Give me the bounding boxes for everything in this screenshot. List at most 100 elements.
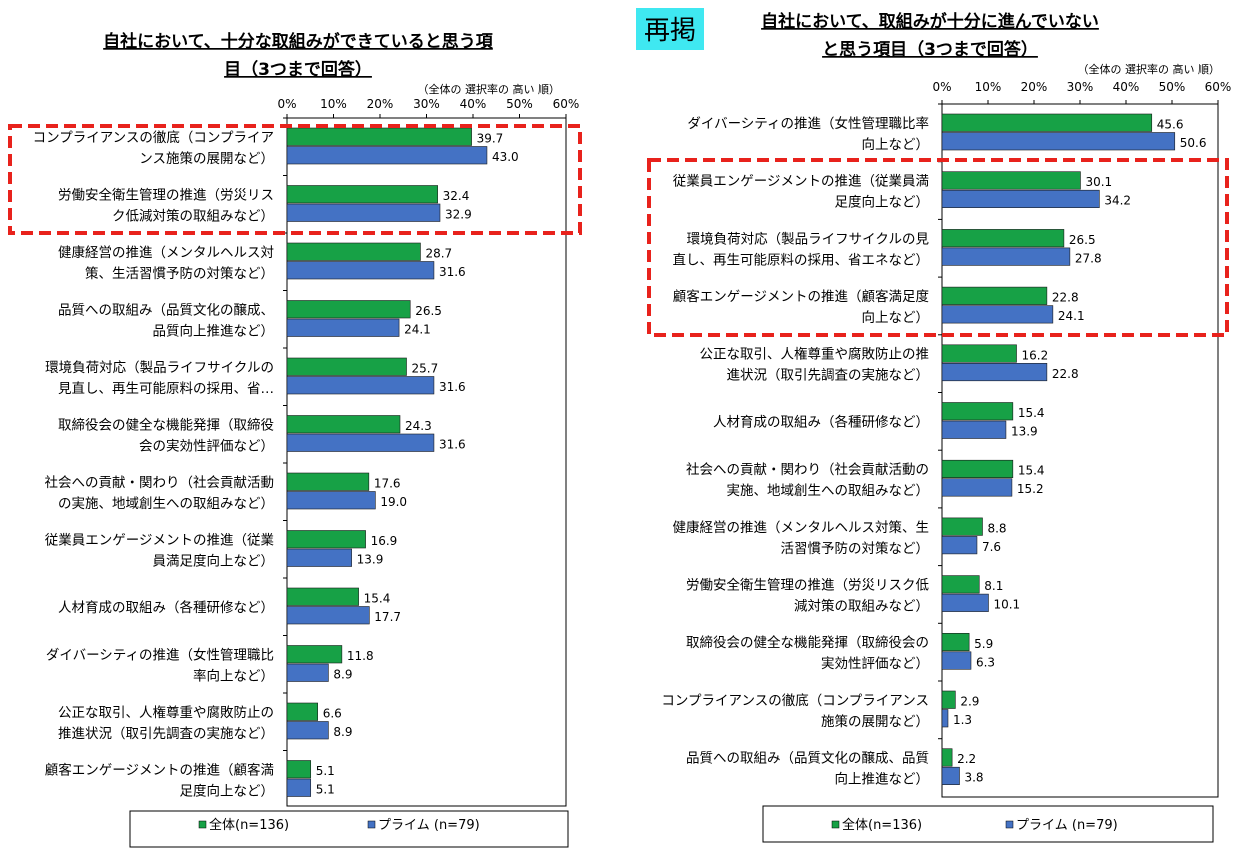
category-label: 向上など） [862,137,930,153]
bar-prime [286,318,400,337]
bar-prime [941,420,1007,439]
legend-swatch-prime [1005,820,1014,829]
legend-label-all: 全体(n=136) [842,817,922,833]
bar-prime [941,189,1100,208]
category-label: 健康経営の推進（メンタルヘルス対 [58,244,274,261]
category-label: 公正な取引、人権尊重や腐敗防止の推 [700,346,930,363]
bar-prime [941,132,1176,151]
data-label-prime: 8.9 [333,725,352,739]
bar-prime [286,721,329,740]
data-label-all: 45.6 [1157,118,1184,132]
bar-prime [286,548,352,567]
category-label: コンプライアンスの徹底（コンプライア [33,130,274,146]
chart-title-line2: 目（3つまで回答） [224,59,372,80]
legend-swatch-prime [367,820,376,829]
bar-all [286,702,318,721]
x-tick-label: 0% [932,80,951,94]
repost-badge-bg [636,8,704,50]
data-label-prime: 31.6 [439,380,466,394]
category-label: 足度向上など） [835,195,930,211]
data-label-all: 2.9 [960,695,979,709]
x-tick-label: 30% [413,97,440,111]
data-label-prime: 43.0 [492,150,519,164]
bar-all [286,760,312,779]
category-label: 従業員エンゲージメントの推進（従業 [45,532,275,548]
bar-all [941,517,983,536]
chart-title-line1: 自社において、十分な取組みができていると思う項 [103,31,494,52]
data-label-all: 22.8 [1052,291,1079,305]
category-label: 労働安全衛生管理の推進（労災リスク低 [686,576,929,593]
bar-prime [941,362,1048,382]
data-label-all: 16.9 [371,534,398,548]
x-tick-label: 0% [277,97,296,111]
bar-all [941,171,1081,190]
bar-all [941,748,953,767]
data-label-all: 30.1 [1085,175,1112,189]
bar-all [941,286,1048,305]
data-label-all: 2.2 [957,752,976,766]
bar-all [941,690,956,709]
category-label: 取締役会の健全な機能発揮（取締役 [58,416,274,433]
x-tick-label: 10% [975,80,1002,94]
category-label: 顧客エンゲージメントの推進（顧客満 [45,761,274,778]
bar-all [286,127,472,146]
category-label: 進状況（取引先調査の実施など） [727,368,930,384]
category-label: 率向上など） [193,667,274,684]
data-label-all: 8.8 [987,521,1006,535]
data-label-prime: 34.2 [1104,194,1131,208]
data-label-prime: 27.8 [1075,251,1102,265]
bar-prime [286,146,488,165]
bar-all [286,472,370,491]
category-label: 策、生活習慣予防の対策など） [85,265,274,282]
bar-prime [941,305,1054,324]
x-tick-label: 40% [460,97,487,111]
bar-all [286,645,343,664]
data-label-all: 26.5 [1069,233,1096,247]
bar-prime [941,536,978,555]
category-label: 見直し、再生可能原料の採用、省… [58,381,274,397]
highlight-box [8,124,582,235]
x-tick-label: 10% [320,97,347,111]
data-label-all: 28.7 [425,247,452,261]
data-label-prime: 1.3 [953,713,972,727]
category-label: 施策の展開など） [821,713,929,730]
bar-all [286,300,411,319]
data-label-prime: 6.3 [976,655,995,669]
data-label-prime: 13.9 [357,553,384,567]
category-label: 足度向上など） [180,783,275,799]
category-label: ク低減対策の取組みなど） [112,207,274,224]
category-label: 直し、再生可能原料の採用、省エネなど） [673,252,930,268]
data-label-prime: 24.1 [1058,309,1085,323]
category-label: コンプライアンスの徹底（コンプライアンス [661,693,929,709]
category-label: 従業員エンゲージメントの推進（従業員満 [673,174,929,190]
category-label: の実施、地域創生への取組みなど） [58,496,274,512]
data-label-prime: 7.6 [982,540,1001,554]
bar-all [941,575,980,594]
legend-label-all: 全体(n=136) [209,817,289,833]
data-label-prime: 8.9 [333,668,352,682]
bar-prime [941,478,1013,497]
bar-all [941,459,1014,479]
bar-prime [941,247,1071,266]
bar-prime [941,593,989,612]
bar-prime [286,261,435,280]
bar-prime [941,651,972,670]
legend-swatch-all [198,820,207,829]
category-label: 顧客エンゲージメントの推進（顧客満足度 [673,288,929,305]
category-label: 向上など） [862,310,930,326]
data-label-prime: 32.9 [445,208,472,222]
data-label-all: 15.4 [1018,464,1045,478]
data-label-prime: 50.6 [1180,136,1207,150]
category-label: 品質への取組み（品質文化の醸成、品質 [686,751,929,767]
bar-all [286,242,421,261]
data-label-prime: 3.8 [964,771,983,785]
highlight-box [647,158,1229,337]
data-label-all: 5.1 [316,764,335,778]
x-tick-label: 50% [506,97,533,111]
bar-all [286,530,366,549]
data-label-all: 32.4 [443,189,470,203]
bar-prime [286,606,370,625]
category-label: 健康経営の推進（メンタルヘルス対策、生 [673,519,930,536]
bar-all [286,357,407,376]
